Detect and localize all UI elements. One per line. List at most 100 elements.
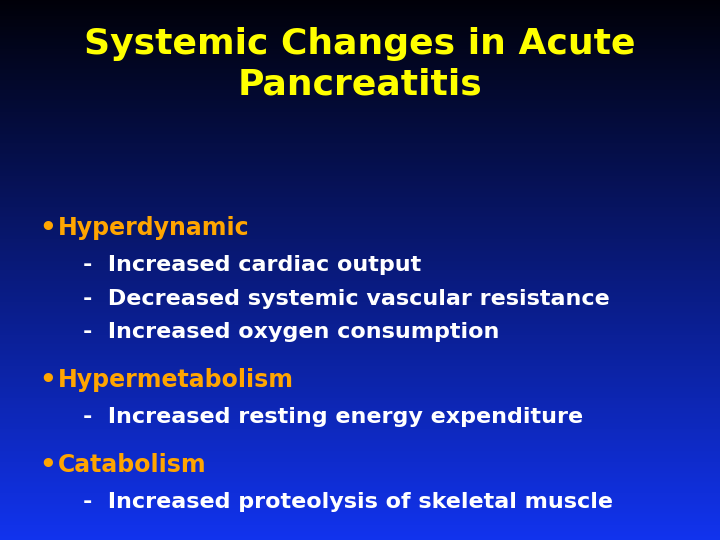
Bar xyxy=(0,213,720,214)
Bar xyxy=(0,537,720,539)
Bar xyxy=(0,408,720,409)
Bar xyxy=(0,36,720,38)
Bar xyxy=(0,336,720,338)
Bar xyxy=(0,20,720,22)
Bar xyxy=(0,201,720,202)
Bar xyxy=(0,191,720,192)
Text: -  Decreased systemic vascular resistance: - Decreased systemic vascular resistance xyxy=(83,289,610,309)
Text: Hyperdynamic: Hyperdynamic xyxy=(58,216,249,240)
Bar xyxy=(0,230,720,231)
Bar xyxy=(0,105,720,106)
Bar xyxy=(0,181,720,183)
Bar xyxy=(0,258,720,259)
Bar xyxy=(0,131,720,132)
Bar xyxy=(0,451,720,453)
Bar xyxy=(0,329,720,330)
Text: •: • xyxy=(40,453,56,478)
Bar xyxy=(0,93,720,94)
Bar xyxy=(0,356,720,357)
Bar xyxy=(0,124,720,126)
Bar xyxy=(0,535,720,536)
Bar xyxy=(0,54,720,56)
Bar xyxy=(0,351,720,352)
Bar xyxy=(0,532,720,534)
Bar xyxy=(0,390,720,392)
Bar xyxy=(0,465,720,467)
Bar xyxy=(0,2,720,3)
Bar xyxy=(0,244,720,246)
Bar xyxy=(0,233,720,235)
Bar xyxy=(0,247,720,248)
Bar xyxy=(0,497,720,498)
Bar xyxy=(0,305,720,306)
Bar xyxy=(0,265,720,266)
Bar xyxy=(0,282,720,284)
Bar xyxy=(0,76,720,77)
Bar xyxy=(0,148,720,150)
Bar xyxy=(0,226,720,227)
Bar xyxy=(0,377,720,378)
Bar xyxy=(0,487,720,489)
Bar xyxy=(0,422,720,424)
Bar xyxy=(0,491,720,492)
Bar xyxy=(0,172,720,173)
Bar xyxy=(0,328,720,329)
Bar xyxy=(0,392,720,393)
Bar xyxy=(0,480,720,481)
Bar xyxy=(0,86,720,87)
Bar xyxy=(0,209,720,211)
Bar xyxy=(0,238,720,239)
Bar xyxy=(0,139,720,140)
Bar xyxy=(0,395,720,397)
Bar xyxy=(0,424,720,426)
Bar xyxy=(0,292,720,293)
Bar xyxy=(0,28,720,30)
Bar xyxy=(0,438,720,440)
Bar xyxy=(0,208,720,209)
Bar xyxy=(0,251,720,252)
Bar xyxy=(0,332,720,333)
Bar xyxy=(0,298,720,300)
Bar xyxy=(0,294,720,296)
Bar xyxy=(0,478,720,480)
Bar xyxy=(0,220,720,221)
Bar xyxy=(0,502,720,503)
Bar xyxy=(0,92,720,93)
Bar xyxy=(0,347,720,348)
Bar xyxy=(0,521,720,523)
Bar xyxy=(0,90,720,92)
Bar xyxy=(0,310,720,312)
Bar xyxy=(0,448,720,449)
Bar xyxy=(0,39,720,40)
Bar xyxy=(0,367,720,368)
Bar xyxy=(0,402,720,404)
Bar xyxy=(0,187,720,189)
Bar xyxy=(0,285,720,286)
Bar xyxy=(0,444,720,446)
Bar xyxy=(0,539,720,540)
Bar xyxy=(0,379,720,381)
Bar xyxy=(0,259,720,260)
Bar xyxy=(0,476,720,478)
Bar xyxy=(0,235,720,237)
Bar xyxy=(0,324,720,325)
Bar xyxy=(0,170,720,172)
Bar xyxy=(0,239,720,240)
Bar xyxy=(0,216,720,217)
Bar xyxy=(0,136,720,138)
Bar xyxy=(0,481,720,482)
Bar xyxy=(0,219,720,220)
Bar xyxy=(0,428,720,429)
Bar xyxy=(0,275,720,276)
Bar xyxy=(0,33,720,35)
Bar xyxy=(0,340,720,341)
Bar xyxy=(0,31,720,32)
Bar xyxy=(0,291,720,292)
Bar xyxy=(0,469,720,470)
Bar xyxy=(0,335,720,336)
Bar xyxy=(0,183,720,184)
Text: •: • xyxy=(40,216,56,242)
Bar xyxy=(0,442,720,443)
Bar xyxy=(0,113,720,115)
Bar xyxy=(0,84,720,85)
